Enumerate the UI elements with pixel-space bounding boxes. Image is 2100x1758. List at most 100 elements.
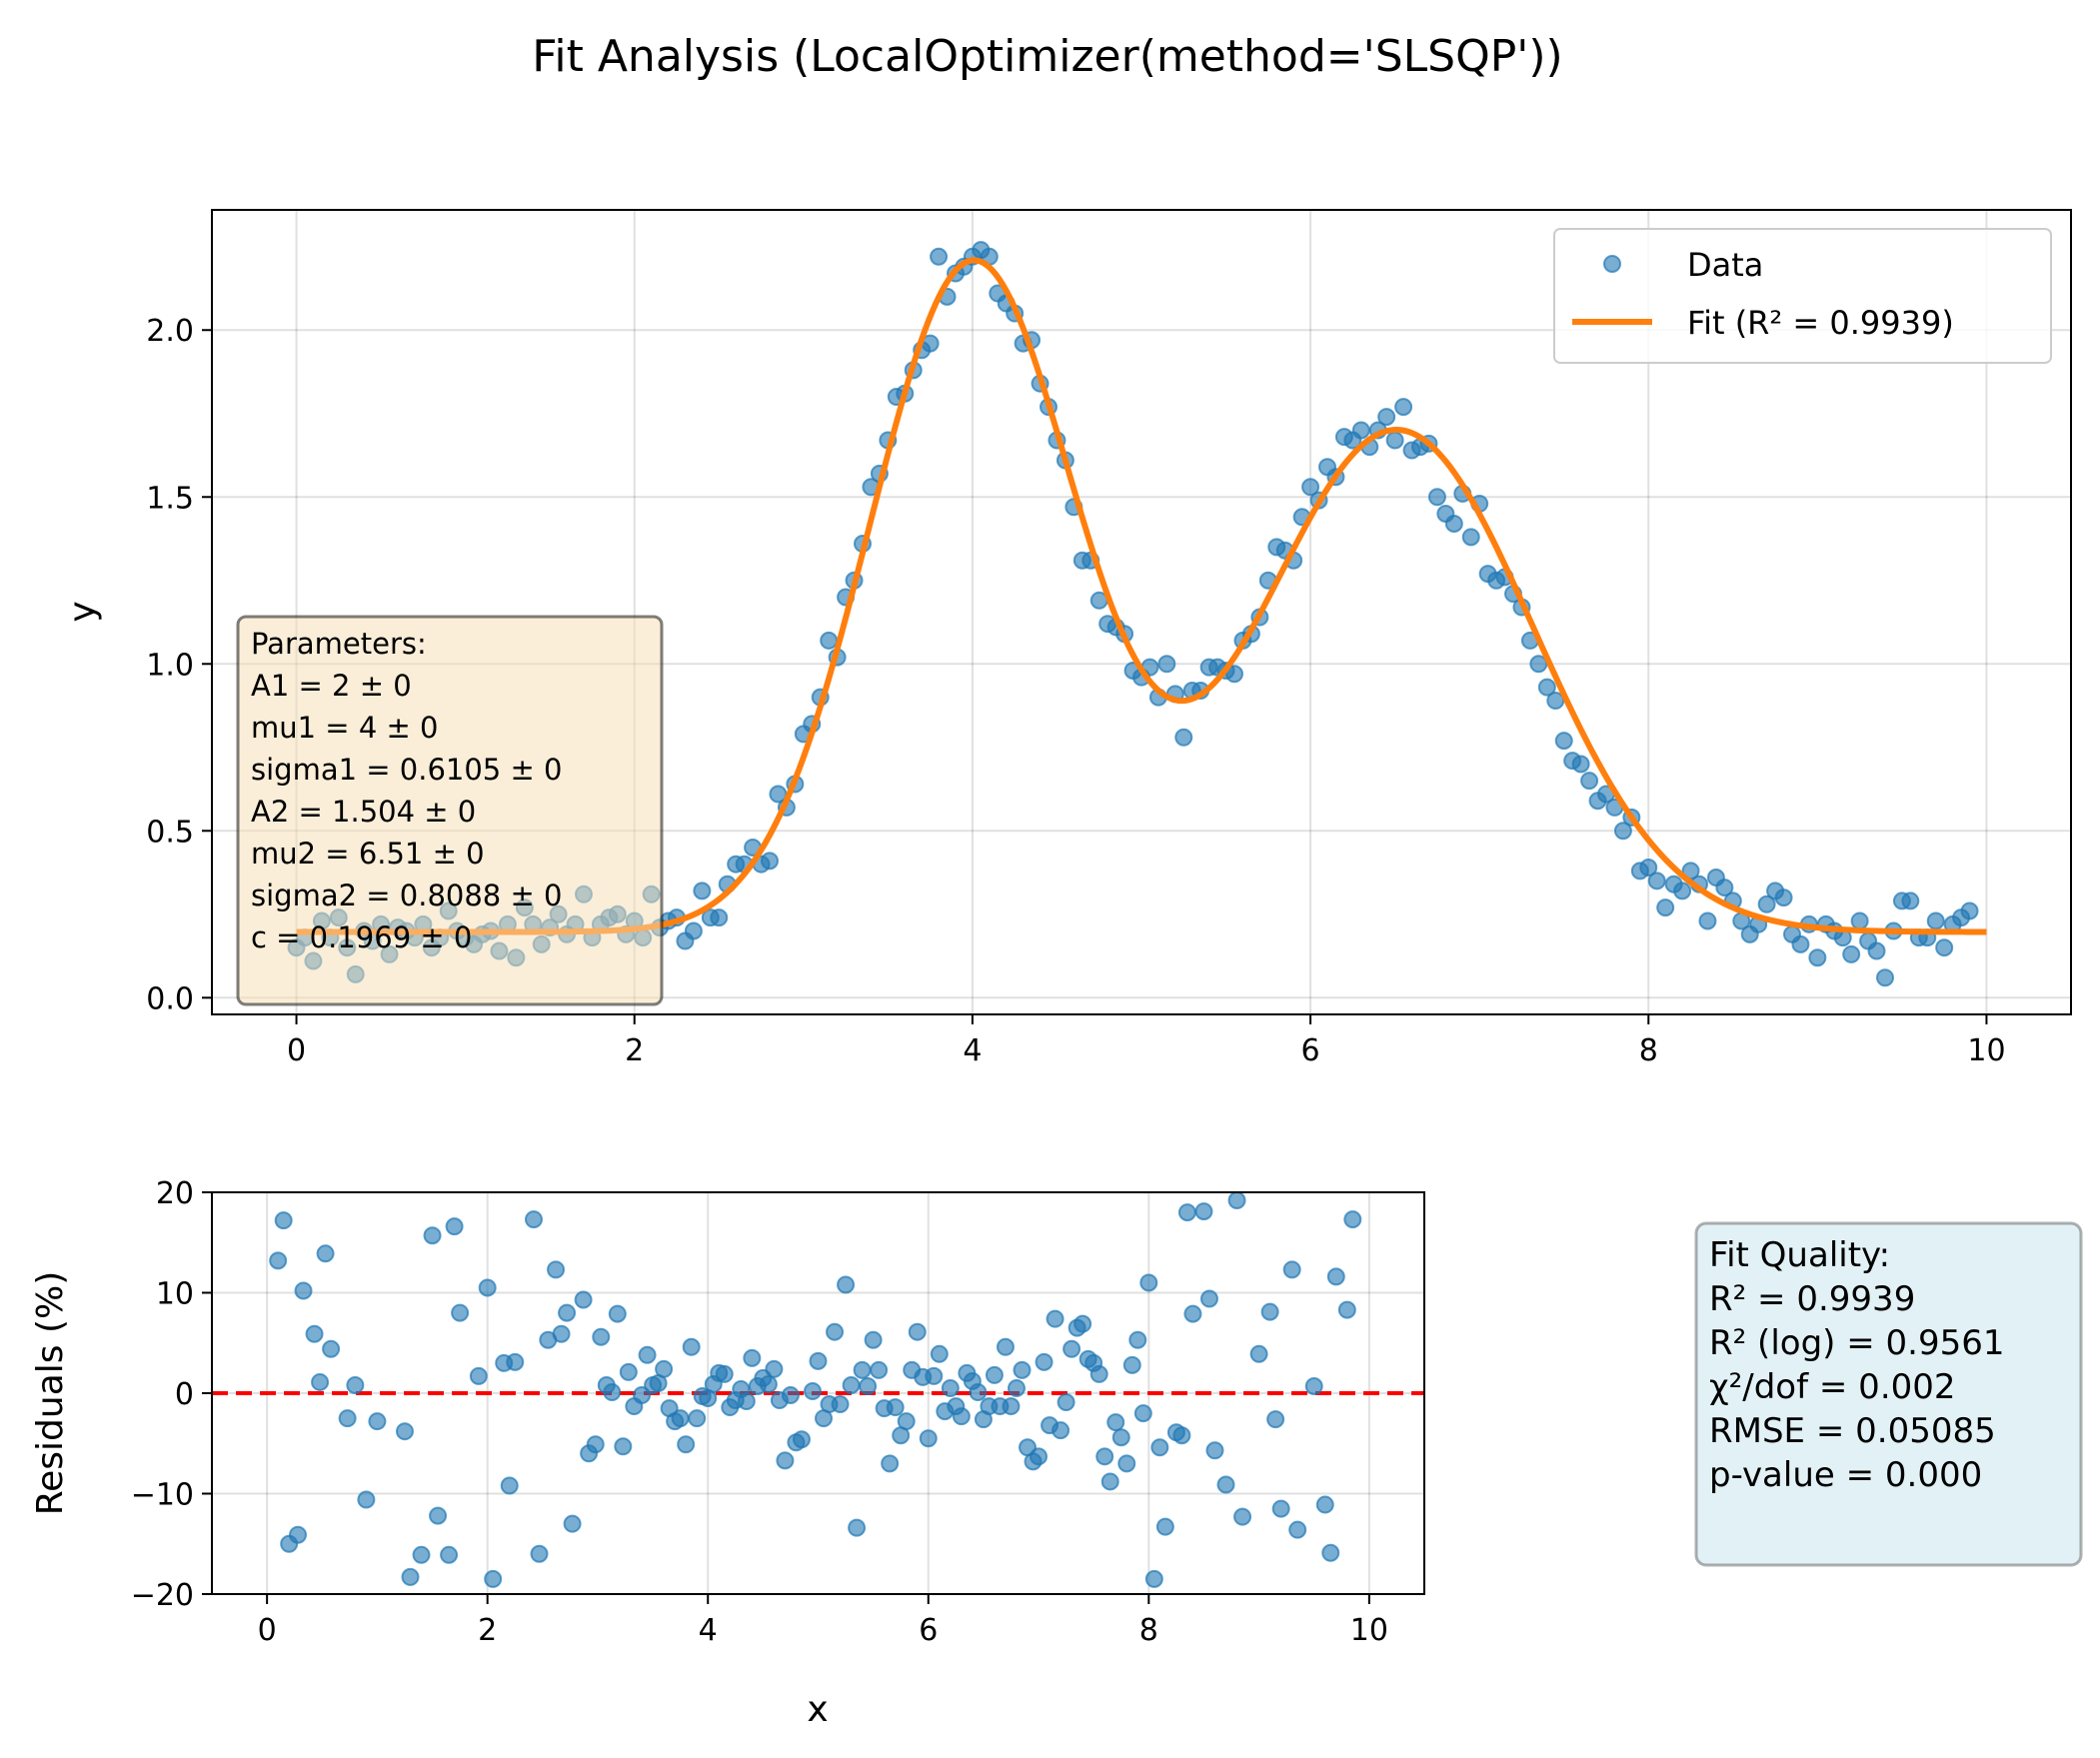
residual-point xyxy=(1046,1309,1064,1328)
data-point xyxy=(1926,911,1945,930)
residual-point xyxy=(322,1339,341,1358)
fit-quality-chi2: χ²/dof = 0.002 xyxy=(1709,1367,1956,1407)
data-point xyxy=(1876,968,1894,987)
residual-point xyxy=(803,1381,822,1400)
residual-point xyxy=(368,1412,387,1431)
residual-point xyxy=(294,1281,313,1300)
residual-point xyxy=(837,1275,856,1294)
x-axis-label: x xyxy=(807,1689,828,1730)
residuals-y-tick-label: 10 xyxy=(156,1277,194,1312)
param-c: c = 0.1969 ± 0 xyxy=(251,920,472,954)
main-x-tick-label: 6 xyxy=(1301,1033,1320,1068)
residual-point xyxy=(1002,1397,1021,1416)
residual-point xyxy=(633,1386,652,1405)
data-point xyxy=(1554,732,1573,751)
residual-point xyxy=(826,1322,845,1341)
parameter-box-header: Parameters: xyxy=(251,627,427,661)
residuals-x-tick-label: 2 xyxy=(478,1613,497,1648)
data-point xyxy=(1715,879,1734,897)
residual-point xyxy=(908,1322,927,1341)
residual-point xyxy=(985,1365,1004,1384)
residuals-y-tick-label: 20 xyxy=(156,1176,194,1211)
data-point xyxy=(1639,859,1658,878)
residual-point xyxy=(506,1352,525,1371)
data-point xyxy=(1960,901,1979,920)
main-y-axis-label: y xyxy=(62,601,103,622)
data-point xyxy=(1808,948,1827,967)
residual-point xyxy=(574,1290,593,1309)
residual-point xyxy=(671,1409,690,1428)
data-point xyxy=(1580,772,1599,791)
residual-point xyxy=(1095,1447,1114,1466)
residual-point xyxy=(1315,1495,1334,1514)
residual-point xyxy=(1062,1339,1081,1358)
residual-point xyxy=(831,1395,850,1414)
main-x-tick-label: 2 xyxy=(625,1033,644,1068)
residual-point xyxy=(524,1210,543,1229)
data-point xyxy=(1935,938,1954,957)
residual-point xyxy=(1007,1378,1026,1397)
residual-point xyxy=(952,1407,971,1426)
residual-point xyxy=(848,1518,867,1537)
residual-point xyxy=(1111,1428,1130,1447)
residual-point xyxy=(269,1251,288,1270)
main-y-tick-label: 0.0 xyxy=(146,981,194,1016)
residual-point xyxy=(1326,1267,1345,1286)
residual-point xyxy=(737,1392,756,1411)
data-point xyxy=(684,921,703,940)
legend-frame xyxy=(1553,228,2052,364)
residual-point xyxy=(440,1545,459,1564)
figure-title: Fit Analysis (LocalOptimizer(method='SLS… xyxy=(532,31,1562,82)
data-point xyxy=(693,881,712,900)
residual-points xyxy=(269,1191,1362,1588)
residuals-x-tick-label: 4 xyxy=(699,1613,718,1648)
residual-point xyxy=(925,1366,944,1385)
residual-point xyxy=(478,1278,497,1297)
data-point xyxy=(1537,678,1556,697)
residual-point xyxy=(1139,1273,1158,1292)
param-mu1: mu1 = 4 ± 0 xyxy=(251,711,438,745)
residual-point xyxy=(886,1398,905,1417)
residual-point xyxy=(1106,1413,1125,1432)
residual-point xyxy=(1172,1426,1191,1445)
residual-point xyxy=(316,1244,335,1263)
data-point xyxy=(1867,941,1886,960)
residual-point xyxy=(1199,1289,1218,1308)
main-plot: 0 2 4 6 8 10 0.0 0.5 1.0 1.5 2.0 y Parameters: A1… xyxy=(62,209,2072,1068)
data-point xyxy=(1901,891,1920,910)
residual-point xyxy=(1035,1352,1053,1371)
residuals-x-ticks: 0 2 4 6 8 10 xyxy=(258,1594,1388,1648)
residual-point xyxy=(1288,1520,1307,1539)
param-a1: A1 = 2 ± 0 xyxy=(251,669,412,703)
residual-point xyxy=(1155,1517,1174,1536)
residual-point xyxy=(1150,1438,1169,1457)
residual-point xyxy=(338,1409,357,1428)
residual-point xyxy=(563,1514,582,1533)
residual-point xyxy=(614,1437,633,1456)
residual-point xyxy=(1073,1314,1092,1333)
residual-point xyxy=(655,1359,674,1378)
data-point xyxy=(1157,655,1176,674)
residuals-y-tick-label: −20 xyxy=(131,1578,194,1613)
residual-point xyxy=(484,1569,503,1588)
residual-point xyxy=(677,1435,696,1454)
main-y-tick-label: 0.5 xyxy=(146,815,194,850)
residual-point xyxy=(682,1337,701,1356)
residual-point xyxy=(864,1330,883,1349)
residual-point xyxy=(1233,1507,1252,1526)
residuals-x-tick-label: 8 xyxy=(1139,1613,1158,1648)
main-x-tick-label: 10 xyxy=(1967,1033,2005,1068)
main-y-tick-label: 2.0 xyxy=(146,314,194,349)
residual-point xyxy=(1216,1475,1235,1494)
data-point xyxy=(1571,755,1590,774)
residual-point xyxy=(941,1378,960,1397)
residual-point xyxy=(1337,1300,1356,1319)
data-point xyxy=(930,247,949,266)
residual-point xyxy=(792,1430,811,1449)
main-y-tick-label: 1.0 xyxy=(146,648,194,683)
residual-point xyxy=(1056,1393,1075,1412)
residual-point xyxy=(1100,1472,1119,1491)
residual-point xyxy=(781,1386,800,1405)
residual-point xyxy=(1249,1344,1268,1363)
